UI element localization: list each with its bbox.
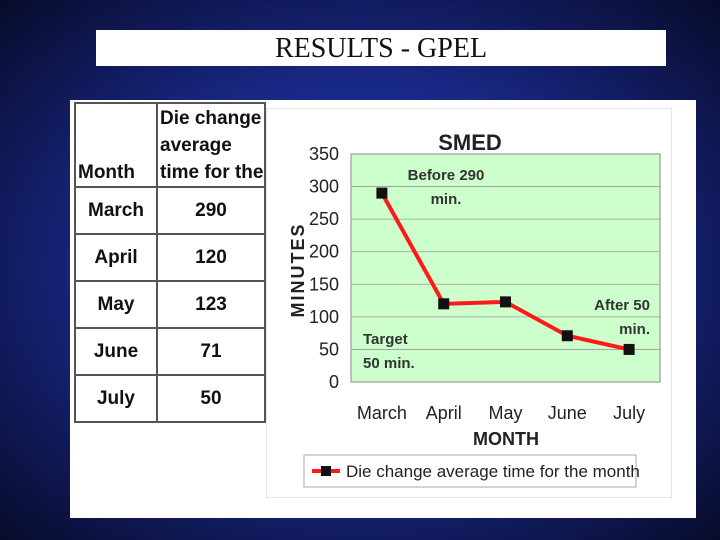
table-header-die-change: Die change average time for the [156, 102, 266, 188]
chart-annotation: min. [619, 321, 650, 338]
chart-annotation: min. [431, 191, 462, 208]
x-tick-label: June [548, 403, 587, 423]
table-cell-value: 120 [156, 233, 266, 282]
table-cell-value: 290 [156, 186, 266, 235]
smed-chart: SMED MINUTES MONTH 0 50 100 150 200 250 300 350… [265, 107, 673, 499]
legend-box [303, 454, 637, 488]
y-tick-label: 0 [329, 372, 339, 392]
chart-annotation: 50 min. [363, 355, 415, 372]
table-cell-month: March [74, 186, 158, 235]
y-tick-label: 50 [319, 339, 339, 359]
data-point [623, 343, 635, 355]
data-point [561, 330, 573, 342]
table-header-month: Month [74, 102, 158, 188]
x-tick-label: May [488, 403, 522, 423]
y-tick-label: 150 [309, 274, 339, 294]
legend-swatch-marker [321, 466, 331, 476]
table-cell-month: April [74, 233, 158, 282]
table-row: June 71 [74, 327, 266, 376]
x-tick-label: April [426, 403, 462, 423]
table-cell-value: 71 [156, 327, 266, 376]
x-axis-label: MONTH [473, 429, 539, 449]
y-tick-label: 100 [309, 307, 339, 327]
table-row: May 123 [74, 280, 266, 329]
x-tick-label: July [613, 403, 645, 423]
table-row: April 120 [74, 233, 266, 282]
chart-title: SMED [438, 130, 502, 155]
table-cell-month: May [74, 280, 158, 329]
table-cell-month: July [74, 374, 158, 423]
legend-entry: Die change average time for the month [346, 462, 640, 481]
y-tick-label: 200 [309, 242, 339, 262]
table-cell-month: June [74, 327, 158, 376]
table-cell-value: 123 [156, 280, 266, 329]
data-point [500, 296, 511, 308]
data-point [376, 187, 388, 199]
chart-annotation: Target [363, 331, 408, 348]
chart-annotation: After 50 [594, 297, 650, 314]
y-tick-label: 350 [309, 144, 339, 164]
table-cell-value: 50 [156, 374, 266, 423]
chart-svg: SMED MINUTES MONTH 0 50 100 150 200 250 300 350… [265, 107, 673, 499]
y-axis-label: MINUTES [288, 223, 308, 318]
data-point [438, 298, 450, 310]
chart-annotation: Before 290 [408, 167, 485, 184]
table-row: July 50 [74, 374, 266, 423]
y-tick-label: 300 [309, 177, 339, 197]
table-header-row: Month Die change average time for the [74, 102, 266, 188]
y-tick-label: 250 [309, 209, 339, 229]
table-row: March 290 [74, 186, 266, 235]
slide-title: RESULTS - GPEL [96, 30, 666, 66]
x-tick-label: March [357, 403, 407, 423]
data-table: Month Die change average time for the Ma… [74, 102, 266, 423]
